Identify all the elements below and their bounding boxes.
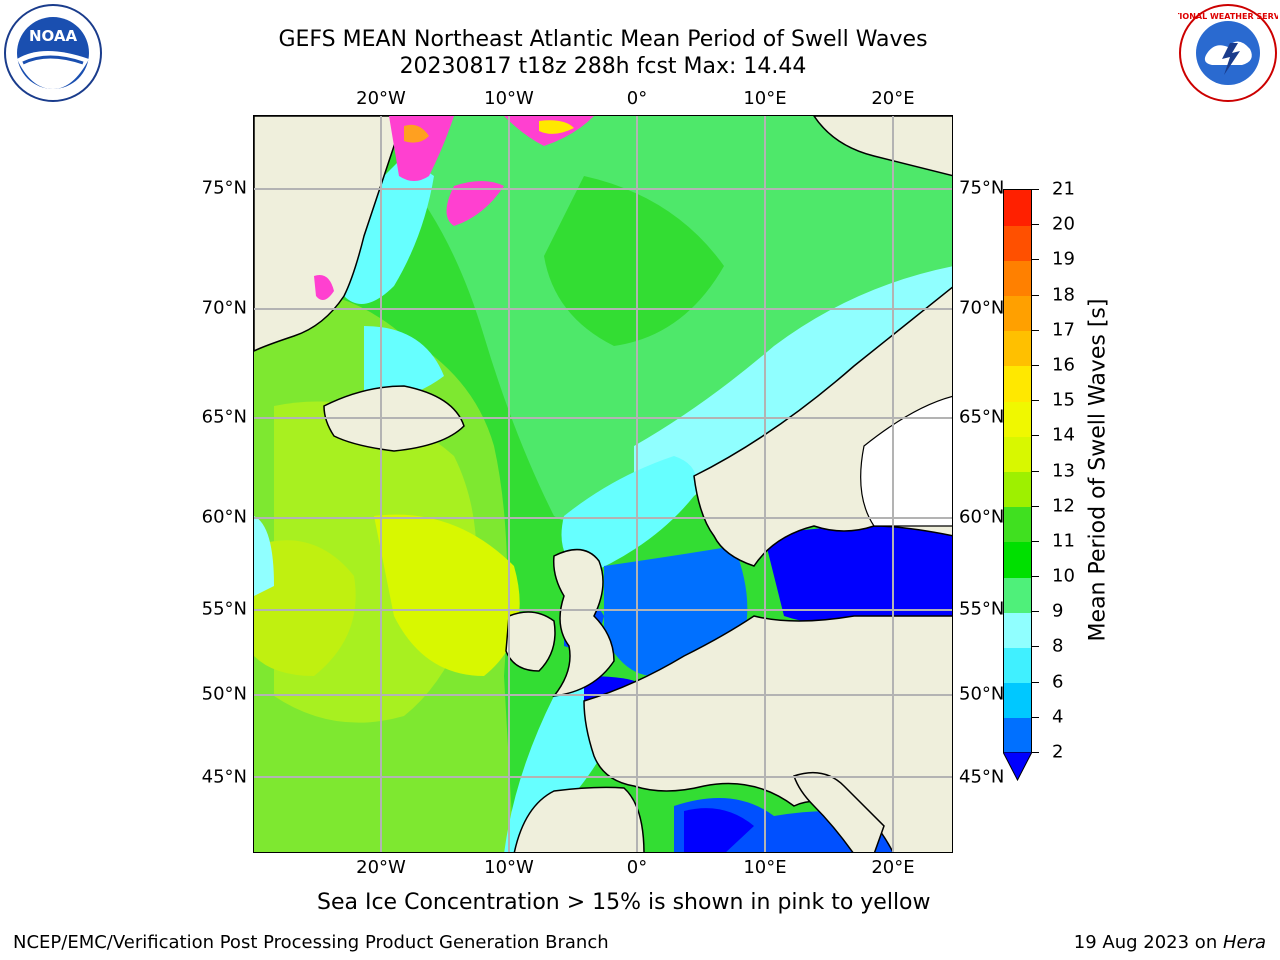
sea-ice-caption: Sea Ice Concentration > 15% is shown in … bbox=[317, 890, 931, 915]
colorbar-segment bbox=[1004, 260, 1031, 297]
colorbar-under-arrow bbox=[1003, 752, 1032, 782]
colorbar-segment bbox=[1004, 506, 1031, 543]
colorbar-tick-mark bbox=[1031, 576, 1039, 578]
colorbar-tick-mark bbox=[1031, 224, 1039, 226]
colorbar-tick-label: 9 bbox=[1052, 600, 1064, 622]
colorbar-tick-label: 16 bbox=[1052, 354, 1075, 376]
lat-tick-right: 55°N bbox=[959, 598, 1005, 620]
lat-tick-left: 50°N bbox=[201, 683, 247, 705]
colorbar-tick-mark bbox=[1031, 681, 1039, 683]
lat-tick-left: 65°N bbox=[201, 406, 247, 428]
colorbar-tick-label: 10 bbox=[1052, 565, 1075, 587]
colorbar-segment bbox=[1004, 190, 1031, 226]
colorbar-segment bbox=[1004, 471, 1031, 508]
lat-tick-left: 60°N bbox=[201, 506, 247, 528]
colorbar-tick-mark bbox=[1031, 716, 1039, 718]
footer-date-text: 19 Aug 2023 on bbox=[1073, 932, 1223, 953]
lon-tick-bottom: 20°E bbox=[871, 857, 915, 878]
colorbar-tick-label: 21 bbox=[1052, 178, 1075, 200]
lon-tick-top: 0° bbox=[626, 88, 648, 109]
swell-period-map bbox=[253, 115, 953, 853]
lat-tick-left: 55°N bbox=[201, 598, 247, 620]
noaa-logo: NOAA bbox=[4, 4, 102, 102]
lat-tick-right: 60°N bbox=[959, 506, 1005, 528]
colorbar-segment bbox=[1004, 682, 1031, 719]
colorbar-segment bbox=[1004, 541, 1031, 578]
chart-title: GEFS MEAN Northeast Atlantic Mean Period… bbox=[278, 27, 928, 52]
colorbar-tick-label: 6 bbox=[1052, 671, 1064, 693]
colorbar-tick-mark bbox=[1031, 435, 1039, 437]
colorbar-segment bbox=[1004, 225, 1031, 261]
colorbar-segment bbox=[1004, 401, 1031, 437]
colorbar-tick-label: 20 bbox=[1052, 213, 1075, 235]
lon-tick-top: 20°E bbox=[871, 88, 915, 109]
colorbar-tick-label: 19 bbox=[1052, 248, 1075, 270]
colorbar-tick-label: 13 bbox=[1052, 460, 1075, 481]
colorbar-segment bbox=[1004, 647, 1031, 684]
lat-tick-left: 70°N bbox=[201, 297, 247, 319]
footer-machine: Hera bbox=[1222, 932, 1266, 953]
lon-tick-bottom: 10°E bbox=[743, 857, 787, 878]
colorbar-tick-mark bbox=[1031, 470, 1039, 472]
colorbar-segment bbox=[1004, 436, 1031, 472]
colorbar-tick-mark bbox=[1031, 329, 1039, 331]
lon-tick-bottom: 20°W bbox=[356, 857, 406, 878]
colorbar-segment bbox=[1004, 612, 1031, 648]
lon-tick-top: 20°W bbox=[356, 88, 406, 109]
svg-text:NATIONAL WEATHER SERVICE: NATIONAL WEATHER SERVICE bbox=[1178, 12, 1278, 21]
lat-tick-right: 70°N bbox=[959, 297, 1005, 319]
lat-tick-left: 45°N bbox=[201, 766, 247, 788]
colorbar-tick-mark bbox=[1031, 259, 1039, 261]
footer-date: 19 Aug 2023 on Hera bbox=[1074, 932, 1266, 953]
colorbar bbox=[1003, 189, 1032, 754]
colorbar-tick-mark bbox=[1031, 189, 1039, 190]
colorbar-tick-label: 15 bbox=[1052, 389, 1075, 411]
lat-tick-left: 75°N bbox=[201, 177, 247, 199]
colorbar-tick-label: 8 bbox=[1052, 635, 1064, 657]
colorbar-label: Mean Period of Swell Waves [s] bbox=[1085, 298, 1111, 642]
colorbar-tick-mark bbox=[1031, 646, 1039, 648]
colorbar-tick-mark bbox=[1031, 400, 1039, 402]
colorbar-tick-label: 4 bbox=[1052, 706, 1064, 728]
colorbar-tick-mark bbox=[1031, 364, 1039, 366]
colorbar-segment bbox=[1004, 295, 1031, 332]
colorbar-tick-label: 12 bbox=[1052, 495, 1075, 517]
lon-tick-bottom: 0° bbox=[626, 857, 648, 878]
lon-tick-top: 10°W bbox=[484, 88, 534, 109]
lat-tick-right: 75°N bbox=[959, 177, 1005, 199]
colorbar-tick-label: 14 bbox=[1052, 424, 1075, 446]
colorbar-tick-label: 17 bbox=[1052, 319, 1075, 341]
colorbar-tick-mark bbox=[1031, 505, 1039, 507]
colorbar-tick-label: 11 bbox=[1052, 530, 1075, 552]
colorbar-segment bbox=[1004, 330, 1031, 367]
chart-subtitle: 20230817 t18z 288h fcst Max: 14.44 bbox=[399, 54, 807, 79]
colorbar-tick-mark bbox=[1031, 752, 1039, 753]
lon-tick-top: 10°E bbox=[743, 88, 787, 109]
svg-text:NOAA: NOAA bbox=[29, 27, 78, 45]
nws-logo: NATIONAL WEATHER SERVICE bbox=[1178, 4, 1278, 102]
colorbar-tick-mark bbox=[1031, 294, 1039, 296]
lon-tick-bottom: 10°W bbox=[484, 857, 534, 878]
colorbar-segment bbox=[1004, 717, 1031, 754]
lat-tick-right: 65°N bbox=[959, 406, 1005, 428]
colorbar-tick-label: 18 bbox=[1052, 284, 1075, 306]
colorbar-tick-mark bbox=[1031, 540, 1039, 542]
colorbar-tick-mark bbox=[1031, 611, 1039, 613]
lat-tick-right: 50°N bbox=[959, 683, 1005, 705]
colorbar-tick-label: 2 bbox=[1052, 741, 1064, 763]
lat-tick-right: 45°N bbox=[959, 766, 1005, 788]
colorbar-segment bbox=[1004, 365, 1031, 402]
colorbar-segment bbox=[1004, 577, 1031, 613]
footer-credit: NCEP/EMC/Verification Post Processing Pr… bbox=[13, 932, 609, 953]
